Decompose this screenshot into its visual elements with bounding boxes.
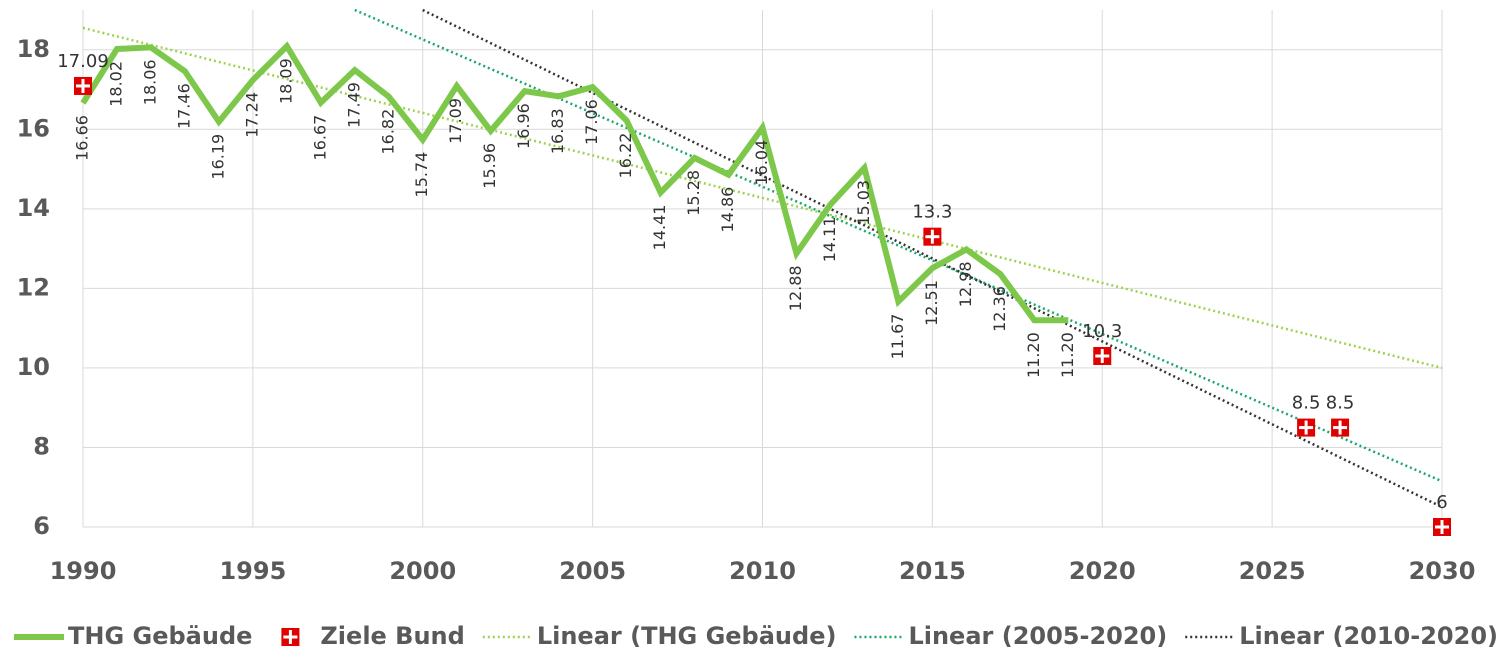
data-label: 16.04: [752, 140, 771, 186]
data-label: 10.3: [1082, 321, 1122, 342]
legend-label: THG Gebäude: [68, 622, 252, 650]
data-line: [80, 41, 1069, 324]
x-tick-label: 2030: [1409, 557, 1476, 585]
data-label: 16.22: [616, 133, 635, 179]
x-tick-label: 2020: [1069, 557, 1136, 585]
y-tick-label: 6: [33, 512, 50, 540]
y-tick-label: 16: [17, 114, 50, 142]
data-label: 17.06: [582, 99, 601, 145]
data-label: 13.3: [912, 202, 952, 223]
target-marker: [1433, 518, 1451, 536]
data-label: 11.20: [1058, 332, 1077, 378]
data-label: 17.09: [57, 51, 109, 72]
x-tick-label: 1995: [219, 557, 286, 585]
marker-cross-v: [1304, 420, 1308, 435]
data-label: 16.19: [208, 134, 227, 180]
marker-cross-v: [1338, 420, 1342, 435]
y-tick-label: 8: [33, 432, 50, 460]
data-label: 18.02: [106, 61, 125, 107]
data-label: 8.5: [1292, 393, 1321, 414]
data-label: 16.96: [514, 103, 533, 149]
marker-cross-v: [81, 78, 85, 93]
target-marker: [1331, 418, 1350, 437]
data-label: 14.11: [820, 216, 839, 262]
data-label: 14.41: [650, 205, 669, 251]
data-label: 11.67: [888, 314, 907, 360]
x-tick-label: 1990: [50, 557, 117, 585]
y-tick-label: 10: [17, 353, 50, 381]
y-tick-label: 18: [17, 35, 50, 63]
trend-line: [354, 8, 1443, 483]
data-label: 18.06: [140, 59, 159, 105]
data-label: 17.09: [446, 98, 465, 144]
data-label: 16.83: [548, 108, 567, 154]
legend-label: Linear (2010-2020): [1239, 622, 1498, 650]
trend-line: [82, 26, 1443, 370]
data-label: 15.28: [684, 170, 703, 216]
x-tick-label: 2015: [899, 557, 966, 585]
data-label: 14.86: [718, 187, 737, 233]
data-label: 12.51: [922, 280, 941, 326]
data-label: 16.66: [73, 115, 92, 161]
data-label: 8.5: [1326, 393, 1355, 414]
data-label: 12.88: [786, 265, 805, 311]
x-tick-label: 2010: [729, 557, 796, 585]
target-marker: [1297, 418, 1316, 437]
target-marker: [1093, 346, 1112, 365]
data-label: 17.49: [344, 82, 363, 128]
data-label: 6: [1436, 492, 1447, 513]
marker-cross-v: [288, 630, 292, 644]
data-label: 15.96: [480, 143, 499, 189]
trend-line: [422, 8, 1443, 509]
data-label: 11.20: [1024, 332, 1043, 378]
target-marker: [923, 227, 942, 246]
marker-cross-v: [1440, 520, 1444, 534]
data-label: 17.24: [242, 92, 261, 138]
x-tick-label: 2025: [1239, 557, 1306, 585]
data-label: 15.74: [412, 152, 431, 198]
legend-label: Linear (THG Gebäude): [537, 622, 837, 650]
target-marker: [74, 76, 92, 95]
marker-cross-v: [930, 229, 934, 244]
data-label: 15.03: [854, 180, 873, 226]
data-label: 18.09: [276, 58, 295, 104]
data-label: 16.82: [378, 109, 397, 155]
data-label: 12.98: [956, 261, 975, 307]
marker-cross-v: [1100, 348, 1104, 363]
x-tick-label: 2005: [559, 557, 626, 585]
target-marker: [281, 628, 300, 646]
x-tick-label: 2000: [389, 557, 456, 585]
legend-label: Ziele Bund: [320, 622, 464, 650]
data-label: 17.46: [174, 83, 193, 129]
legend-label: Linear (2005-2020): [908, 622, 1167, 650]
data-label: 16.67: [310, 115, 329, 161]
data-label: 12.36: [990, 286, 1009, 332]
y-tick-label: 14: [17, 194, 50, 222]
y-tick-label: 12: [17, 273, 50, 301]
